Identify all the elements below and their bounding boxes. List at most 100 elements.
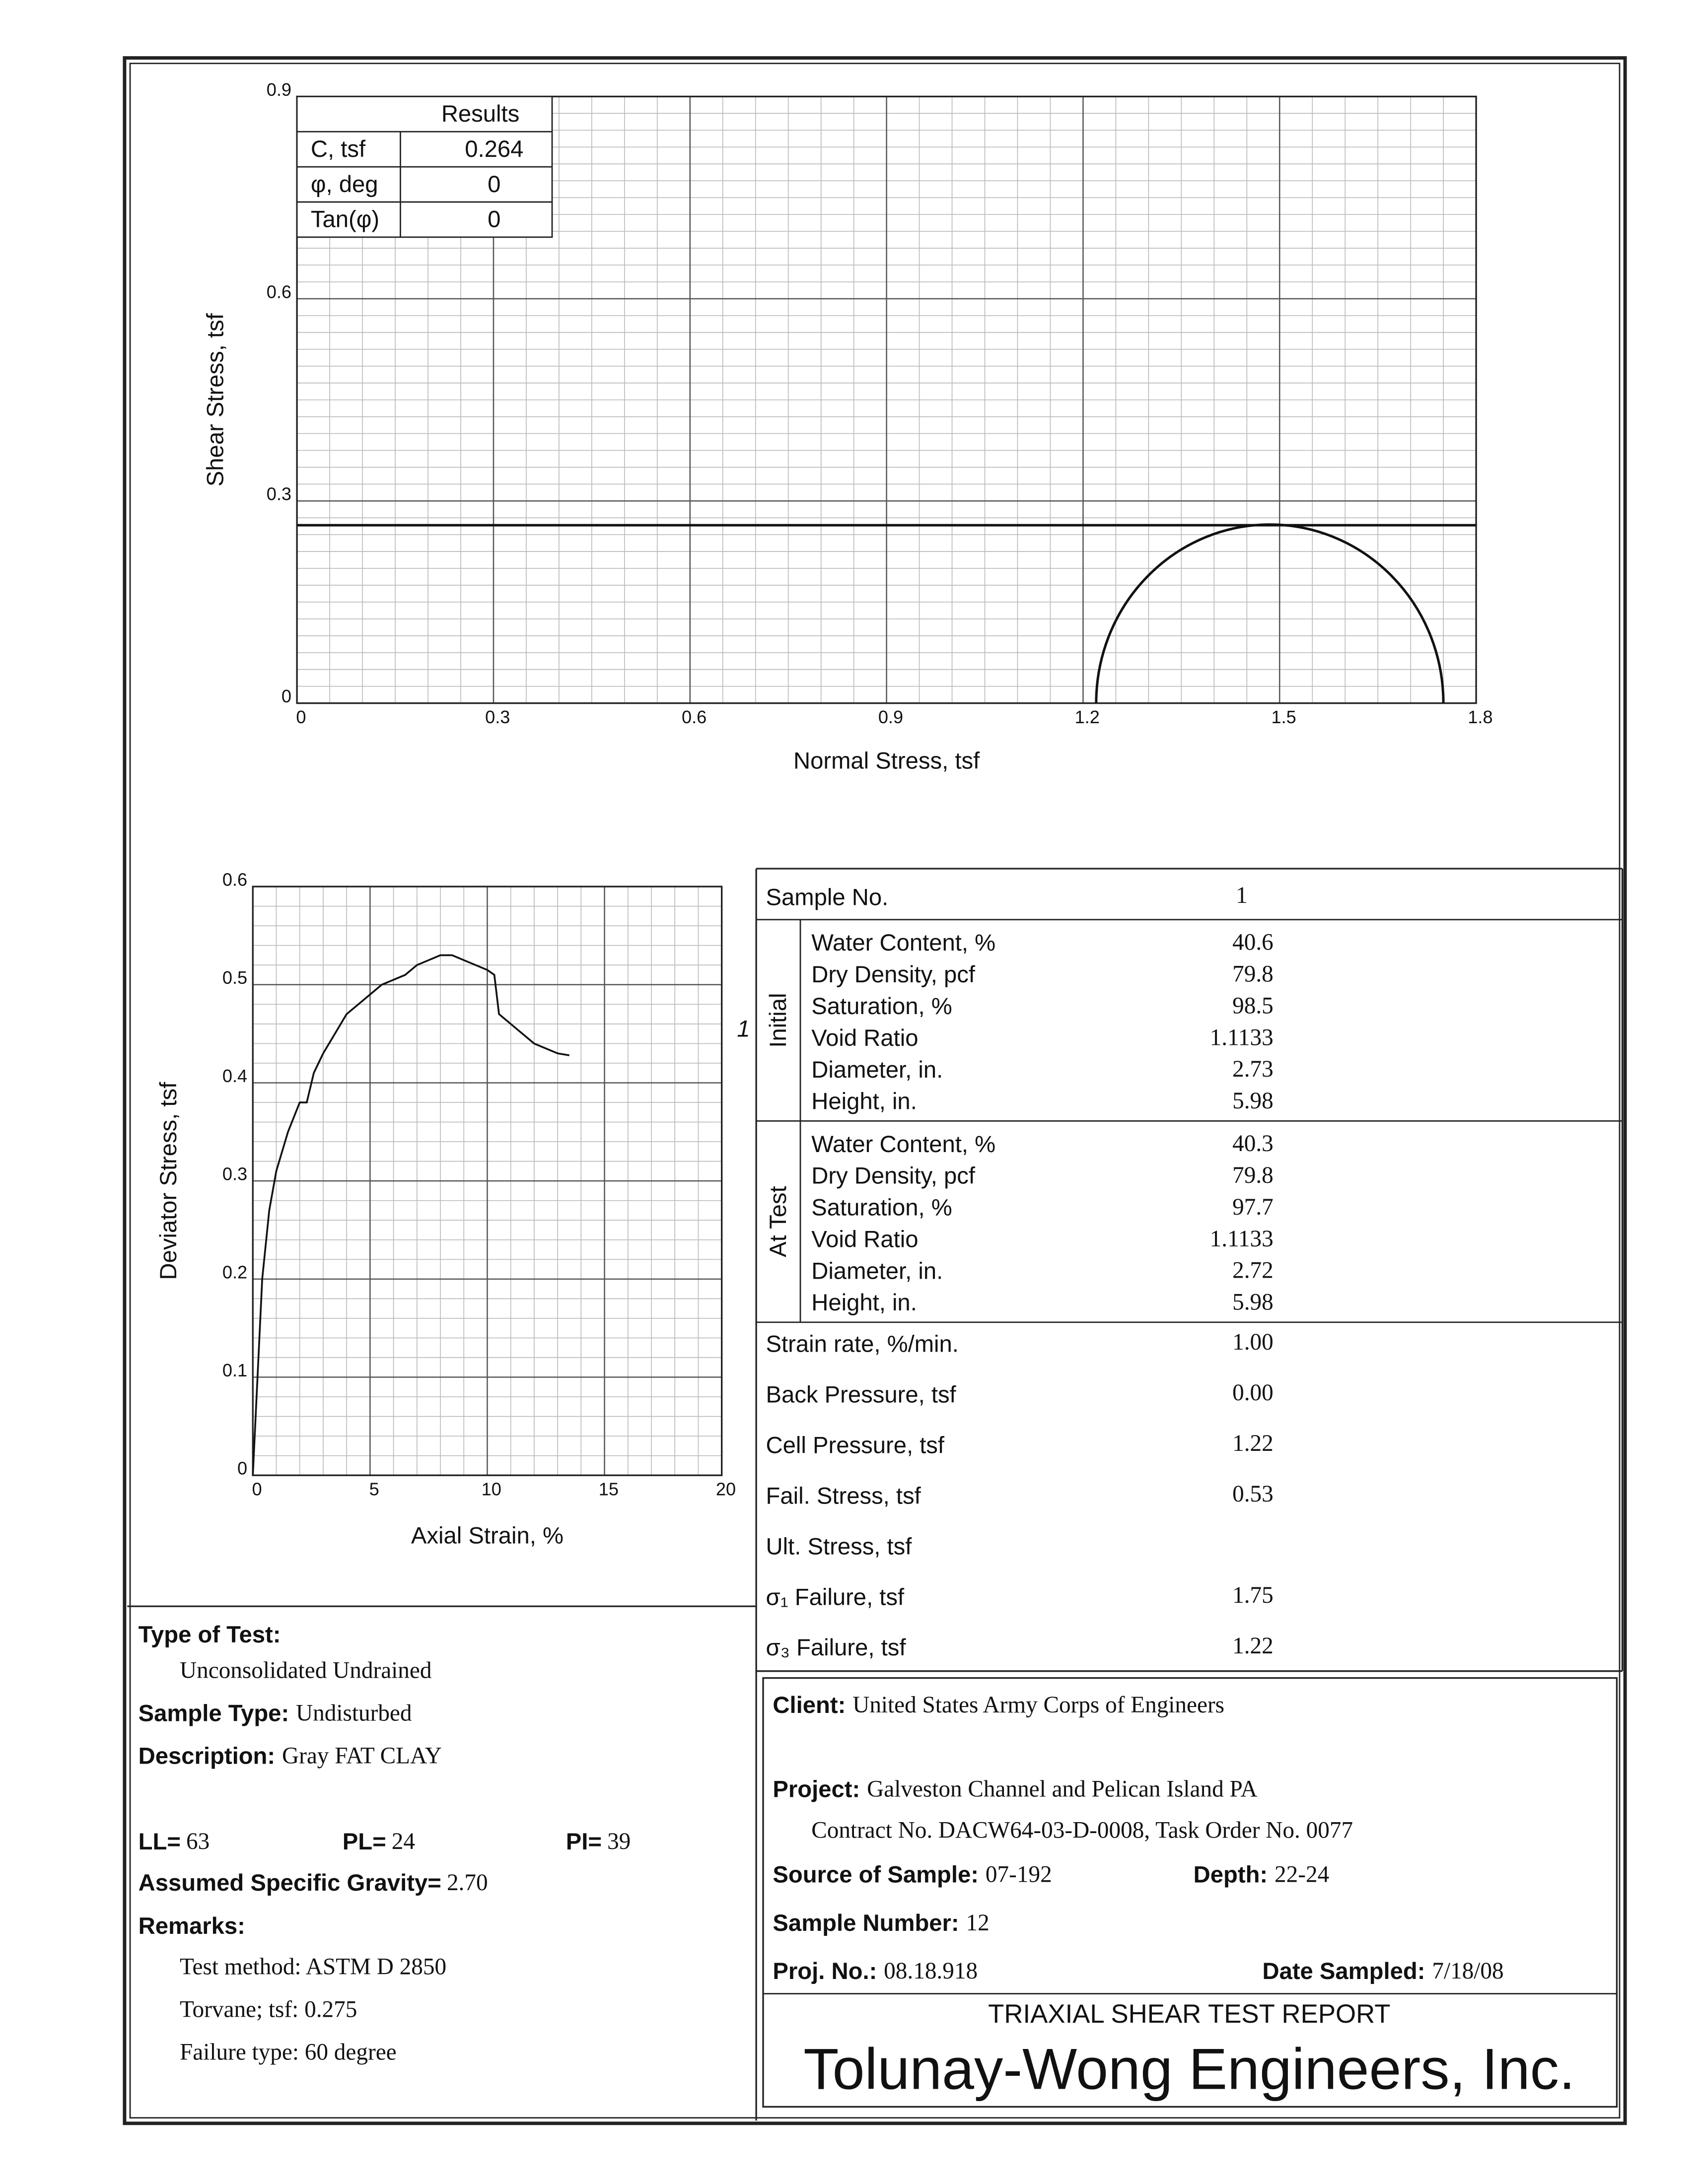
series-label: 1 (737, 1016, 750, 1042)
table-value: 1.75 (1232, 1582, 1274, 1608)
field: PI= 39 (566, 1829, 631, 1855)
x-tick-label: 0.6 (682, 707, 707, 727)
table-value: 79.8 (1232, 1162, 1274, 1188)
y-tick-label: 0.3 (267, 484, 291, 504)
table-value: 79.8 (1232, 961, 1274, 987)
y-tick-label: 0 (237, 1458, 247, 1479)
table-label: Tan(φ) (311, 206, 379, 233)
y-tick-label: 0.6 (222, 870, 247, 890)
table-value: 0 (488, 171, 500, 198)
table-label: Saturation, % (811, 1195, 952, 1221)
field-value: Unconsolidated Undrained (180, 1657, 432, 1683)
y-tick-label: 0 (282, 686, 291, 706)
x-tick-label: 1.8 (1468, 707, 1492, 727)
table-value: 1.22 (1232, 1633, 1274, 1659)
table-value: 0.00 (1232, 1380, 1274, 1406)
table-label: Water Content, % (811, 1131, 995, 1158)
outer-border (123, 56, 1627, 2125)
y-tick-label: 0.1 (222, 1360, 247, 1380)
x-tick-label: 0.9 (878, 707, 903, 727)
field: Sample Number: 12 (773, 1910, 989, 1937)
field: PL= 24 (343, 1829, 415, 1855)
field: Client: United States Army Corps of Engin… (773, 1692, 1224, 1719)
table-value: 40.3 (1232, 1131, 1274, 1157)
field: Remarks: (139, 1913, 245, 1939)
y-tick-label: 0.4 (222, 1066, 247, 1086)
field: Source of Sample: 07-192 (773, 1861, 1052, 1888)
table-label: Diameter, in. (811, 1057, 943, 1083)
x-axis-label: Normal Stress, tsf (793, 748, 980, 774)
table-label: Void Ratio (811, 1226, 918, 1252)
x-tick-label: 0 (296, 707, 306, 727)
table-label: Strain rate, %/min. (766, 1331, 959, 1358)
y-axis-label: Deviator Stress, tsf (155, 1082, 182, 1280)
table-value: 1.22 (1232, 1431, 1274, 1456)
table-value: 0 (488, 206, 500, 233)
company-name: Tolunay-Wong Engineers, Inc. (803, 2037, 1575, 2102)
table-value: 1.00 (1232, 1329, 1274, 1355)
table-value: 5.98 (1232, 1088, 1274, 1114)
field: Project: Galveston Channel and Pelican Is… (773, 1776, 1257, 1803)
table-label: Height, in. (811, 1089, 917, 1115)
table-value: 5.98 (1232, 1290, 1274, 1315)
report-title: TRIAXIAL SHEAR TEST REPORT (988, 1999, 1390, 2029)
table-value: 1 (1236, 883, 1248, 908)
data-line (252, 954, 570, 1476)
table-label: σ₁ Failure, tsf (766, 1584, 905, 1610)
remark: Torvane; tsf: 0.275 (180, 1997, 357, 2023)
group-label: Initial (765, 993, 791, 1047)
x-tick-label: 20 (716, 1479, 736, 1499)
remark: Test method: ASTM D 2850 (180, 1954, 446, 1980)
table-value: 97.7 (1232, 1194, 1274, 1220)
group-label: At Test (765, 1186, 791, 1257)
table-value: 0.264 (465, 136, 523, 162)
table-label: σ₃ Failure, tsf (766, 1635, 907, 1661)
x-tick-label: 0 (252, 1479, 262, 1499)
table-label: Sample No. (766, 885, 889, 911)
field: Depth: 22-24 (1194, 1861, 1330, 1888)
table-label: Fail. Stress, tsf (766, 1483, 921, 1509)
table-label: Height, in. (811, 1290, 917, 1316)
y-tick-label: 0.5 (222, 967, 247, 988)
table-value: 1.1133 (1210, 1024, 1274, 1050)
x-tick-label: 1.2 (1075, 707, 1100, 727)
table-value: 2.73 (1232, 1056, 1274, 1082)
table-value: 1.1133 (1210, 1226, 1274, 1252)
table-label: Diameter, in. (811, 1258, 943, 1284)
table-label: φ, deg (311, 171, 378, 198)
info-box (762, 1677, 1618, 2108)
remark: Failure type: 60 degree (180, 2040, 397, 2065)
table-label: Void Ratio (811, 1025, 918, 1051)
table-label: Saturation, % (811, 993, 952, 1020)
x-axis-label: Axial Strain, % (411, 1523, 564, 1549)
table-label: Back Pressure, tsf (766, 1382, 957, 1408)
x-tick-label: 5 (369, 1479, 379, 1499)
mohr-circle (1095, 523, 1445, 703)
field: Date Sampled: 7/18/08 (1262, 1958, 1503, 1985)
table-label: Ult. Stress, tsf (766, 1533, 913, 1560)
x-tick-label: 1.5 (1272, 707, 1296, 727)
table-value: 40.6 (1232, 930, 1274, 956)
plot-frame (252, 886, 723, 1476)
field: Description: Gray FAT CLAY (139, 1743, 442, 1770)
table-value: 2.72 (1232, 1258, 1274, 1284)
table-label: Cell Pressure, tsf (766, 1432, 945, 1458)
field: Sample Type: Undisturbed (139, 1700, 412, 1727)
y-tick-label: 0.2 (222, 1262, 247, 1282)
table-header: Results (441, 101, 519, 127)
field: Assumed Specific Gravity= 2.70 (139, 1870, 488, 1897)
table-label: Dry Density, pcf (811, 961, 976, 988)
plot-frame (296, 95, 1477, 704)
x-tick-label: 0.3 (485, 707, 510, 727)
field: LL= 63 (139, 1829, 210, 1855)
contract: Contract No. DACW64-03-D-0008, Task Orde… (811, 1818, 1353, 1843)
y-tick-label: 0.6 (267, 281, 291, 302)
y-axis-label: Shear Stress, tsf (202, 313, 228, 486)
table-value: 0.53 (1232, 1481, 1274, 1507)
y-tick-label: 0.3 (222, 1164, 247, 1184)
table-label: C, tsf (311, 136, 366, 162)
table-value: 98.5 (1232, 993, 1274, 1019)
table-label: Water Content, % (811, 930, 995, 956)
field: Proj. No.: 08.18.918 (773, 1958, 978, 1985)
